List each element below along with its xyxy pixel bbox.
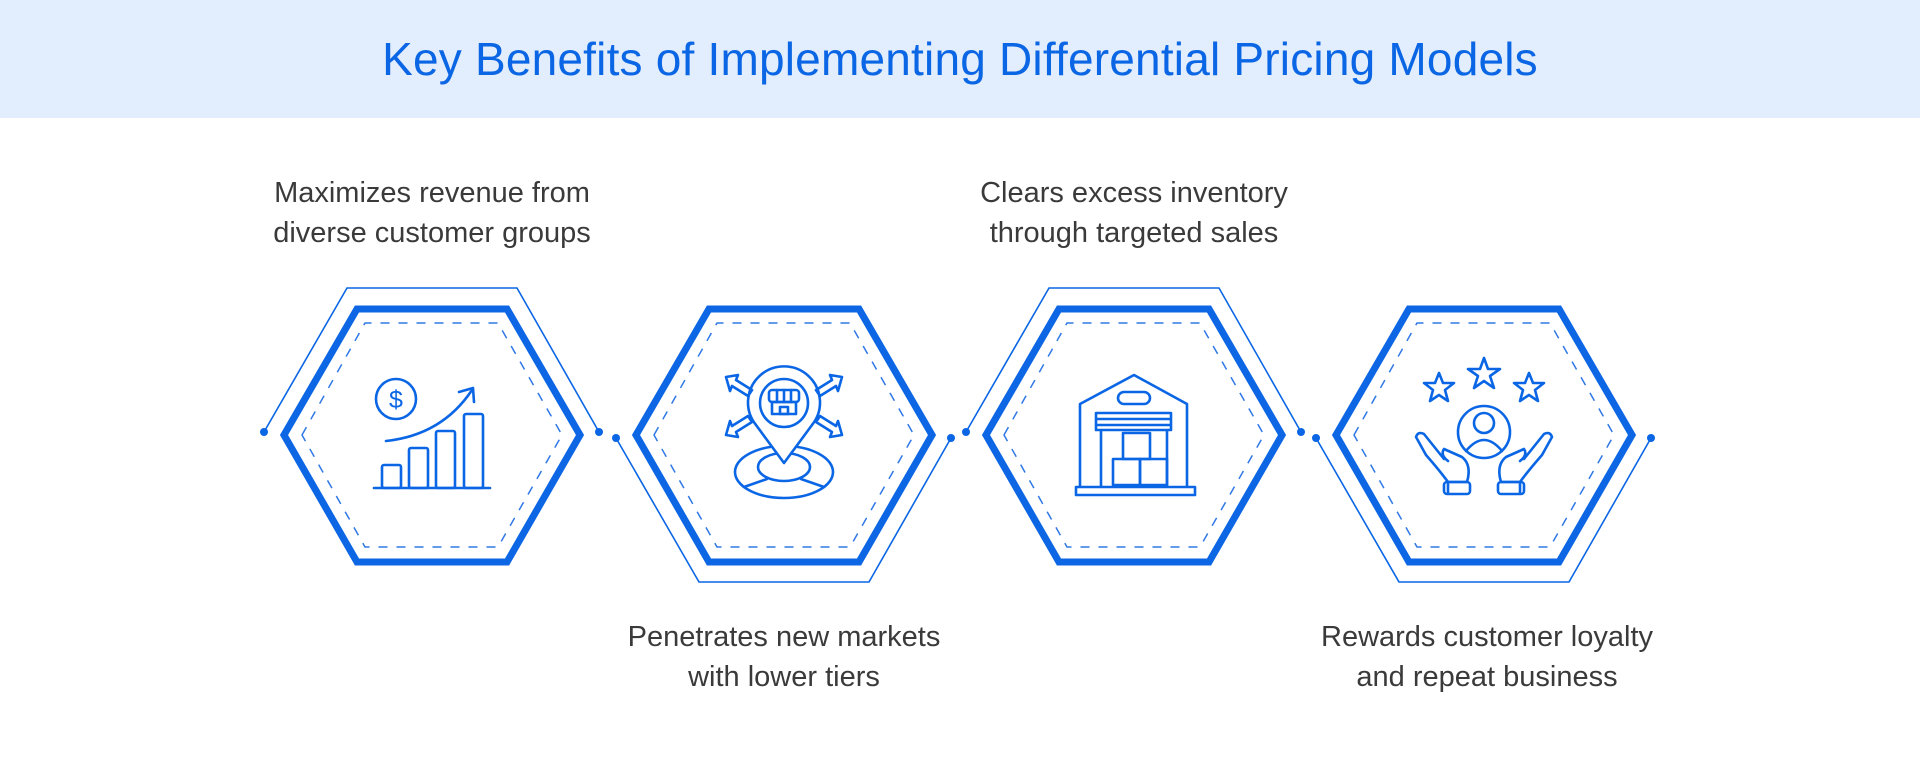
benefit-label-line: diverse customer groups xyxy=(273,217,591,249)
warehouse-inventory-icon xyxy=(1074,373,1197,497)
benefit-hexagon-2 xyxy=(612,309,955,583)
connector-dot xyxy=(612,434,620,442)
benefit-hexagon-1: $ xyxy=(260,287,603,562)
revenue-growth-chart-icon: $ xyxy=(372,377,492,490)
benefit-hexagon-3 xyxy=(962,287,1305,562)
benefit-label-4: Rewards customer loyalty and repeat busi… xyxy=(1227,617,1747,697)
benefit-label-2: Penetrates new markets with lower tiers xyxy=(524,617,1044,697)
benefit-label-line: Clears excess inventory xyxy=(980,177,1288,209)
connector-dot xyxy=(1312,434,1320,442)
title-banner: Key Benefits of Implementing Differentia… xyxy=(0,0,1920,118)
connector-dot xyxy=(1647,434,1655,442)
market-expansion-pin-icon xyxy=(724,365,844,500)
frame-line-top xyxy=(965,287,1302,433)
svg-text:$: $ xyxy=(389,386,403,414)
benefit-label-line: Penetrates new markets xyxy=(627,621,941,653)
page-title: Key Benefits of Implementing Differentia… xyxy=(382,33,1538,85)
benefit-label-line: Rewards customer loyalty xyxy=(1321,621,1653,653)
frame-line-bottom xyxy=(615,437,952,583)
connector-dot xyxy=(595,428,603,436)
connector-dot xyxy=(947,434,955,442)
benefit-label-1: Maximizes revenue from diverse customer … xyxy=(172,173,692,253)
connector-dot xyxy=(260,428,268,436)
benefit-label-line: Maximizes revenue from xyxy=(274,177,590,209)
frame-line-top xyxy=(263,287,600,433)
benefit-hexagon-4 xyxy=(1312,309,1655,583)
benefit-label-line: and repeat business xyxy=(1356,661,1618,693)
customer-loyalty-hands-icon xyxy=(1414,356,1554,496)
benefit-label-3: Clears excess inventory through targeted… xyxy=(874,173,1394,253)
connector-dot xyxy=(1297,428,1305,436)
benefit-label-line: through targeted sales xyxy=(989,217,1279,249)
benefit-label-line: with lower tiers xyxy=(688,661,880,693)
frame-line-bottom xyxy=(1315,437,1652,583)
connector-dot xyxy=(962,428,970,436)
